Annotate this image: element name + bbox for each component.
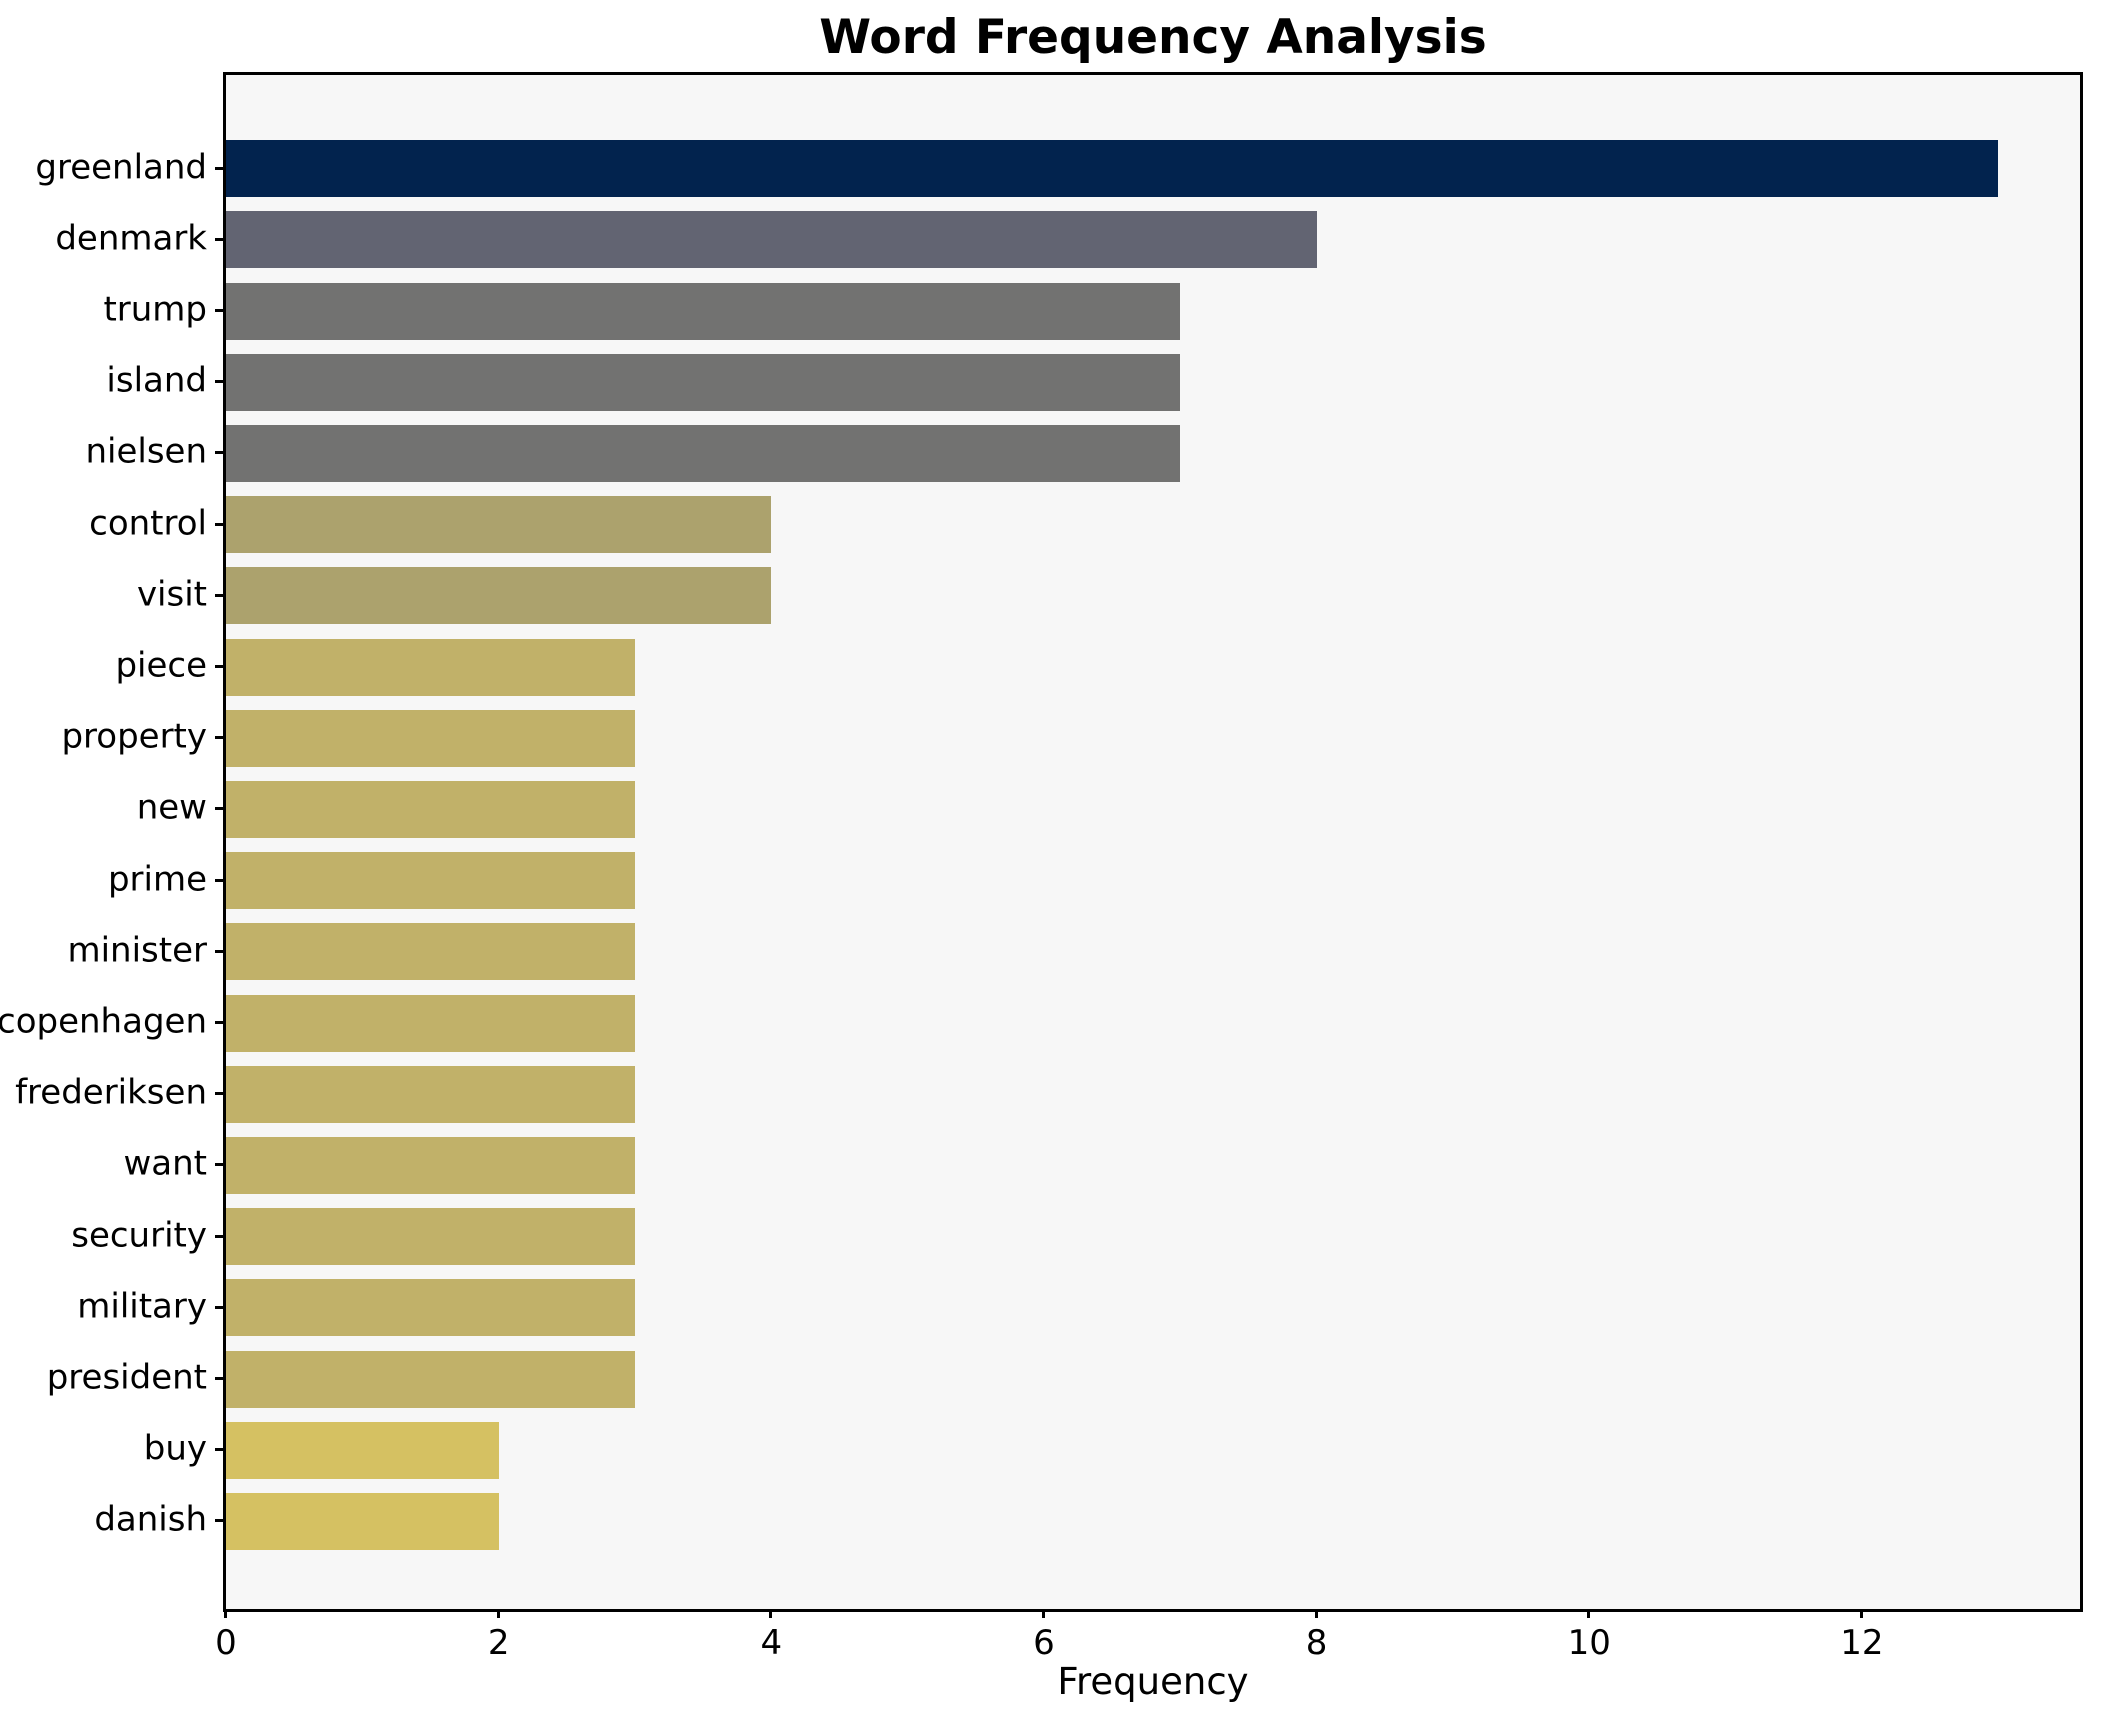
- y-tick-label-minister: minister: [67, 930, 207, 971]
- x-tick-label-0: 0: [215, 1623, 237, 1663]
- bar-row-property: property: [61, 703, 2080, 774]
- bar-copenhagen: [226, 994, 635, 1052]
- bar-row-denmark: denmark: [55, 204, 2080, 275]
- x-tick-mark-6: [1041, 1609, 1045, 1618]
- x-tick-mark-4: [769, 1609, 773, 1618]
- x-tick-mark-2: [496, 1609, 500, 1618]
- y-tick-mark: [215, 451, 223, 455]
- y-tick-mark: [215, 736, 223, 740]
- bar-row-nielsen: nielsen: [85, 418, 2080, 489]
- y-tick-label-want: want: [123, 1143, 207, 1184]
- x-tick-label-10: 10: [1567, 1623, 1611, 1663]
- bar-property: [226, 709, 635, 767]
- y-tick-label-island: island: [106, 360, 207, 401]
- bar-frederiksen: [226, 1065, 635, 1123]
- bar-buy: [226, 1421, 499, 1479]
- y-tick-mark: [215, 1092, 223, 1096]
- plot-area: greenland denmark trump island nielsen contro…: [0, 72, 2083, 1663]
- chart-title: Word Frequency Analysis: [819, 10, 1487, 65]
- bar-row-control: control: [89, 489, 2080, 560]
- bar-danish: [226, 1492, 499, 1550]
- y-tick-mark: [215, 522, 223, 526]
- y-tick-label-visit: visit: [136, 574, 207, 615]
- bar-trump: [226, 282, 1181, 340]
- y-tick-mark: [215, 878, 223, 882]
- y-tick-mark: [215, 665, 223, 669]
- x-tick-mark-8: [1314, 1609, 1318, 1618]
- y-tick-mark: [215, 309, 223, 312]
- y-tick-label-denmark: denmark: [55, 218, 207, 259]
- x-tick-mark-10: [1587, 1609, 1591, 1618]
- y-tick-mark: [215, 593, 223, 597]
- y-tick-mark: [215, 1234, 223, 1238]
- bar-island: [226, 353, 1181, 411]
- bar-row-want: want: [123, 1130, 2080, 1201]
- x-tick-label-12: 12: [1840, 1623, 1884, 1663]
- x-tick-label-4: 4: [760, 1623, 783, 1663]
- y-tick-mark: [215, 380, 223, 384]
- bar-row-trump: trump: [103, 275, 2080, 346]
- bar-greenland: [226, 140, 1999, 198]
- y-tick-label-danish: danish: [94, 1499, 207, 1540]
- bar-row-greenland: greenland: [35, 133, 2080, 204]
- bar-control: [226, 496, 772, 554]
- y-tick-mark: [215, 807, 223, 811]
- y-tick-mark: [215, 1519, 223, 1523]
- x-tick-mark-12: [1859, 1609, 1863, 1618]
- y-tick-label-copenhagen: copenhagen: [0, 1001, 207, 1042]
- x-tick-label-2: 2: [487, 1623, 510, 1663]
- bar-security: [226, 1208, 635, 1266]
- bar-row-frederiksen: frederiksen: [15, 1059, 2080, 1130]
- y-tick-label-new: new: [136, 787, 207, 828]
- bar-new: [226, 780, 635, 838]
- y-tick-label-prime: prime: [107, 859, 207, 900]
- bar-military: [226, 1279, 635, 1337]
- bar-row-minister: minister: [67, 916, 2080, 987]
- y-tick-mark: [215, 1377, 223, 1381]
- bar-minister: [226, 923, 635, 981]
- x-tick-label-8: 8: [1305, 1623, 1328, 1663]
- bar-row-piece: piece: [115, 631, 2080, 702]
- bar-nielsen: [226, 424, 1181, 482]
- y-tick-label-military: military: [77, 1286, 207, 1327]
- y-tick-mark: [215, 166, 223, 170]
- y-tick-label-nielsen: nielsen: [85, 431, 207, 472]
- bar-row-president: president: [47, 1343, 2080, 1414]
- y-tick-label-president: president: [46, 1357, 207, 1398]
- bar-want: [226, 1136, 635, 1194]
- bar-denmark: [226, 211, 1317, 269]
- bar-row-new: new: [137, 774, 2080, 845]
- bar-row-prime: prime: [108, 845, 2080, 916]
- y-tick-mark: [215, 1448, 223, 1452]
- bar-prime: [226, 852, 635, 910]
- y-tick-mark: [215, 949, 223, 953]
- y-tick-mark: [215, 1305, 223, 1309]
- bar-row-island: island: [106, 347, 2080, 418]
- y-tick-label-buy: buy: [143, 1428, 207, 1469]
- y-tick-label-frederiksen: frederiksen: [15, 1072, 207, 1113]
- bar-visit: [226, 567, 772, 625]
- bar-row-military: military: [77, 1272, 2080, 1343]
- bar-piece: [226, 638, 635, 696]
- y-tick-mark: [215, 1021, 223, 1025]
- bar-row-copenhagen: copenhagen: [0, 987, 2080, 1058]
- bar-rows: greenland denmark trump island nielsen contro…: [0, 75, 2080, 1609]
- bar-president: [226, 1350, 635, 1408]
- x-axis-label: Frequency: [1057, 1660, 1249, 1703]
- y-tick-label-greenland: greenland: [35, 146, 207, 187]
- bar-row-security: security: [71, 1201, 2080, 1272]
- y-tick-label-piece: piece: [115, 645, 207, 686]
- y-tick-mark: [215, 237, 223, 241]
- y-tick-label-control: control: [89, 503, 207, 544]
- x-tick-label-6: 6: [1033, 1623, 1055, 1663]
- bar-row-visit: visit: [137, 560, 2080, 631]
- x-tick-mark-0: [224, 1609, 227, 1618]
- y-tick-mark: [215, 1163, 223, 1167]
- y-tick-label-property: property: [61, 716, 207, 757]
- bar-row-buy: buy: [144, 1415, 2080, 1486]
- y-tick-label-security: security: [71, 1215, 207, 1256]
- bar-row-danish: danish: [94, 1486, 2080, 1557]
- y-tick-label-trump: trump: [103, 289, 207, 330]
